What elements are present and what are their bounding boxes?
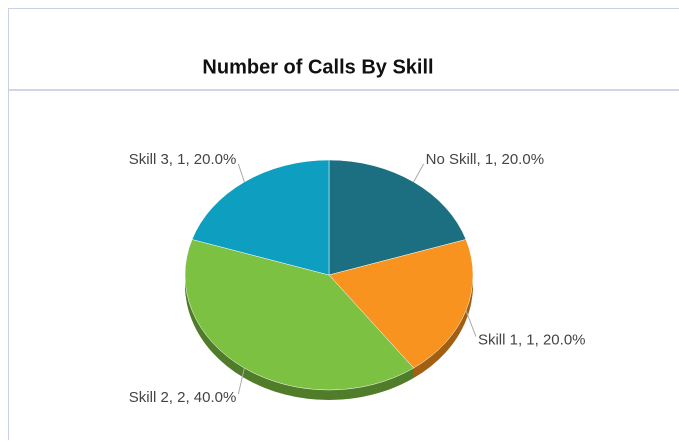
leader-line: [414, 164, 424, 182]
slice-label: No Skill, 1, 20.0%: [426, 151, 544, 168]
slice-label: Skill 3, 1, 20.0%: [129, 151, 237, 168]
slice-label: Skill 2, 2, 40.0%: [129, 389, 237, 406]
leader-line: [466, 311, 476, 337]
chart-title: Number of Calls By Skill: [202, 56, 433, 78]
leader-line: [238, 164, 244, 182]
slice-label: Skill 1, 1, 20.0%: [478, 332, 586, 349]
